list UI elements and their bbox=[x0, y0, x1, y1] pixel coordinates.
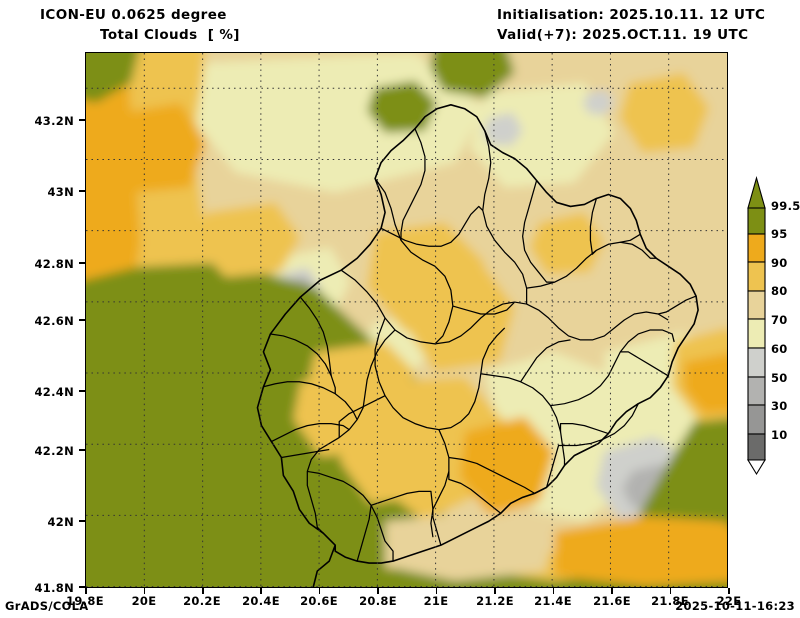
colorbar-label-4: 70 bbox=[771, 313, 788, 327]
x-axis-label-1: 20E bbox=[131, 594, 157, 608]
map-plot-area[interactable] bbox=[85, 52, 728, 588]
y-axis-label-4: 42.4N bbox=[34, 385, 74, 399]
x-tick-mark bbox=[494, 588, 496, 594]
lat-lon-grid bbox=[86, 53, 727, 587]
colorbar-label-1: 95 bbox=[771, 227, 788, 241]
y-axis-label-3: 42.6N bbox=[34, 314, 74, 328]
grads-credit: GrADS/COLA bbox=[5, 599, 89, 613]
colorbar[interactable]: 99.5 95 90 80 70 60 50 30 10 bbox=[745, 176, 800, 476]
y-tick-mark bbox=[79, 390, 85, 392]
x-tick-mark bbox=[260, 588, 262, 594]
y-axis-label-7: 41.8N bbox=[34, 581, 74, 595]
colorbar-label-0: 99.5 bbox=[771, 199, 800, 213]
y-tick-mark bbox=[79, 586, 85, 588]
valid-time: Valid(+7): 2025.OCT.11. 19 UTC bbox=[497, 27, 749, 43]
x-tick-mark bbox=[611, 588, 613, 594]
x-tick-mark bbox=[728, 588, 730, 594]
x-axis-label-0: 19.8E bbox=[66, 594, 104, 608]
y-tick-mark bbox=[79, 319, 85, 321]
kosovo-national-border bbox=[256, 104, 699, 587]
initialisation-time: Initialisation: 2025.10.11. 12 UTC bbox=[497, 7, 766, 23]
x-tick-mark bbox=[669, 588, 672, 594]
y-tick-mark bbox=[79, 262, 85, 264]
y-axis-label-0: 43.2N bbox=[34, 114, 74, 128]
x-tick-mark bbox=[202, 588, 204, 594]
y-tick-mark bbox=[79, 119, 85, 121]
x-tick-mark bbox=[85, 588, 87, 594]
x-axis-label-6: 21E bbox=[423, 594, 449, 608]
colorbar-label-7: 30 bbox=[771, 399, 788, 413]
cloud-cover-field bbox=[86, 53, 727, 587]
y-tick-mark bbox=[79, 190, 85, 192]
field-title: Total Clouds [ %] bbox=[100, 27, 240, 43]
colorbar-label-5: 60 bbox=[771, 342, 788, 356]
x-axis-label-9: 21.6E bbox=[593, 594, 631, 608]
x-tick-mark bbox=[318, 588, 321, 594]
x-tick-mark bbox=[552, 588, 555, 594]
x-axis-label-10: 21.8E bbox=[651, 594, 689, 608]
generated-stamp: 2025-10-11-16:23 bbox=[675, 599, 795, 613]
colorbar-label-2: 90 bbox=[771, 256, 788, 270]
colorbar-swatches bbox=[747, 176, 766, 476]
y-axis-label-2: 42.8N bbox=[34, 257, 74, 271]
x-axis-label-5: 20.8E bbox=[359, 594, 397, 608]
y-tick-mark bbox=[79, 520, 85, 522]
x-axis-label-7: 21.2E bbox=[476, 594, 514, 608]
y-axis-label-1: 43N bbox=[47, 185, 74, 199]
y-tick-mark bbox=[79, 449, 85, 451]
x-tick-mark bbox=[435, 588, 438, 594]
municipality-boundaries bbox=[263, 128, 697, 562]
x-axis-label-3: 20.4E bbox=[242, 594, 280, 608]
colorbar-label-6: 50 bbox=[771, 371, 788, 385]
x-tick-mark bbox=[377, 588, 379, 594]
colorbar-label-8: 10 bbox=[771, 428, 788, 442]
y-axis-label-6: 42N bbox=[47, 515, 74, 529]
x-axis-label-4: 20.6E bbox=[300, 594, 338, 608]
model-title: ICON-EU 0.0625 degree bbox=[40, 7, 227, 23]
colorbar-label-3: 80 bbox=[771, 284, 788, 298]
x-tick-mark bbox=[143, 588, 145, 594]
x-axis-label-2: 20.2E bbox=[183, 594, 221, 608]
x-axis-label-8: 21.4E bbox=[534, 594, 572, 608]
x-axis-label-11: 22E bbox=[716, 594, 742, 608]
y-axis-label-5: 42.2N bbox=[34, 444, 74, 458]
